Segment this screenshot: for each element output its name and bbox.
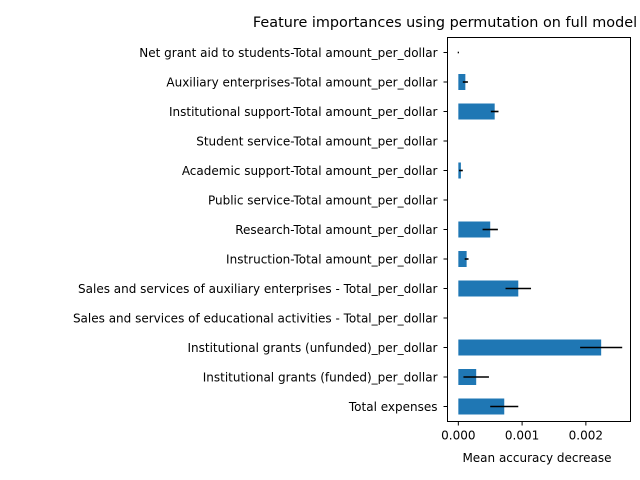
x-tick-label: 0.001 bbox=[505, 429, 539, 443]
x-tick-label: 0.000 bbox=[441, 429, 475, 443]
x-axis-ticks: 0.000 0.001 0.002 bbox=[441, 421, 603, 443]
y-tick-label: Student service-Total amount_per_dollar bbox=[196, 134, 437, 148]
y-tick-label: Public service-Total amount_per_dollar bbox=[208, 193, 438, 207]
y-tick-label: Research-Total amount_per_dollar bbox=[235, 223, 437, 237]
y-tick-label: Academic support-Total amount_per_dollar bbox=[182, 164, 438, 178]
y-tick-label: Institutional grants (unfunded)_per_doll… bbox=[188, 341, 438, 355]
bar bbox=[458, 251, 467, 267]
bar bbox=[458, 74, 466, 90]
y-tick-label: Institutional grants (funded)_per_dollar bbox=[203, 370, 438, 384]
y-tick-label: Net grant aid to students-Total amount_p… bbox=[139, 46, 437, 60]
chart-title: Feature importances using permutation on… bbox=[253, 15, 637, 31]
y-tick-label: Auxiliary enterprises-Total amount_per_d… bbox=[166, 75, 437, 89]
y-tick-label: Institutional support-Total amount_per_d… bbox=[169, 105, 438, 119]
y-tick-label: Total expenses bbox=[348, 400, 438, 414]
x-tick-label: 0.002 bbox=[569, 429, 603, 443]
y-tick-label: Sales and services of auxiliary enterpri… bbox=[78, 282, 438, 296]
x-axis-label: Mean accuracy decrease bbox=[462, 451, 611, 465]
bar bbox=[458, 280, 519, 297]
y-tick-label: Sales and services of educational activi… bbox=[73, 311, 438, 325]
bar bbox=[458, 398, 505, 415]
bar bbox=[458, 339, 602, 356]
bar bbox=[458, 221, 491, 238]
plot-frame bbox=[447, 37, 631, 422]
y-tick-label: Instruction-Total amount_per_dollar bbox=[226, 252, 438, 266]
bar bbox=[458, 103, 495, 120]
bars-group bbox=[458, 74, 602, 415]
y-axis-ticks: Net grant aid to students-Total amount_p… bbox=[73, 46, 448, 414]
error-bars-group bbox=[457, 51, 623, 408]
